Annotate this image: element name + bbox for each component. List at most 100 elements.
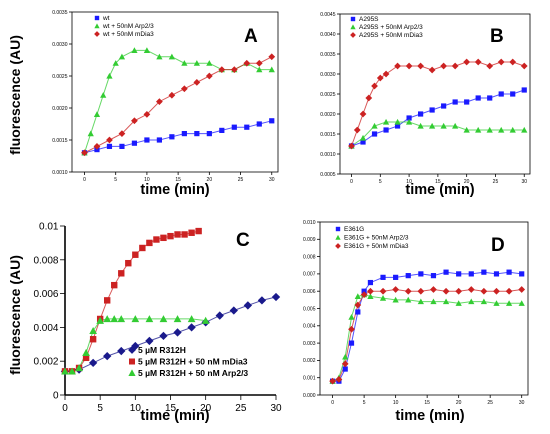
series-2-markers	[348, 58, 528, 150]
data-point	[156, 53, 163, 60]
data-point	[367, 287, 374, 295]
data-point	[143, 111, 151, 118]
data-point	[144, 137, 150, 143]
data-point	[194, 131, 200, 137]
data-point	[498, 126, 505, 133]
data-point	[145, 315, 154, 323]
y-tick-label: 0.0015	[320, 132, 336, 138]
data-point	[509, 58, 517, 66]
series-0-fit-line	[351, 89, 525, 147]
y-tick-label: 0.003	[303, 341, 316, 347]
data-point	[418, 271, 424, 277]
data-point	[480, 298, 487, 305]
data-point	[417, 122, 424, 129]
data-point	[493, 271, 500, 277]
x-tick-label: 10	[393, 400, 399, 406]
data-point	[467, 286, 475, 293]
data-point	[475, 126, 482, 133]
legend-entry: A295S + 50nM Arp2/3	[359, 24, 423, 31]
series-0-markers	[348, 87, 527, 149]
y-tick-label: 0.0010	[52, 170, 68, 176]
data-point	[498, 91, 504, 97]
y-tick-label: 0.009	[303, 237, 316, 243]
data-point	[379, 295, 387, 301]
y-tick-label: 0.006	[33, 289, 58, 300]
data-point	[229, 306, 238, 315]
data-point	[455, 300, 462, 306]
y-tick-label: 0.0020	[320, 112, 336, 118]
x-tick-label: 10	[130, 403, 142, 414]
data-point	[452, 122, 459, 129]
data-point	[104, 297, 111, 304]
data-point	[87, 130, 94, 137]
data-point	[452, 99, 458, 105]
y-tick-label: 0.000	[303, 393, 316, 399]
data-point	[355, 309, 361, 315]
data-point	[379, 287, 387, 295]
data-point	[361, 288, 367, 294]
legend-marker	[335, 234, 341, 240]
legend-entry: E361G + 50nM mDia3	[344, 243, 409, 250]
data-point	[219, 127, 225, 133]
y-tick-label: 0.0040	[320, 32, 336, 38]
panel-letter: C	[236, 230, 250, 251]
data-point	[417, 287, 425, 295]
data-point	[173, 328, 182, 337]
data-point	[405, 118, 413, 125]
data-point	[82, 348, 90, 356]
data-point	[206, 60, 213, 66]
legend-marker	[94, 23, 100, 29]
legend-marker	[335, 226, 341, 232]
data-point	[81, 149, 88, 157]
x-tick-label: 25	[235, 403, 247, 414]
data-point	[365, 94, 373, 102]
data-point	[509, 126, 516, 133]
data-point	[153, 236, 160, 243]
legend-marker	[350, 32, 356, 38]
data-point	[231, 124, 237, 130]
data-point	[193, 60, 200, 66]
x-tick-label: 30	[270, 403, 282, 414]
panel-letter: B	[490, 26, 504, 47]
data-point	[82, 354, 90, 362]
y-tick-label: 0.0015	[52, 138, 68, 144]
legend-marker	[335, 243, 341, 249]
data-point	[430, 286, 437, 293]
data-point	[187, 315, 196, 323]
data-point	[463, 126, 470, 133]
y-tick-label: 0.0020	[52, 106, 68, 112]
data-point	[218, 66, 226, 73]
data-point	[159, 315, 168, 323]
data-point	[380, 274, 386, 280]
data-point	[456, 271, 462, 277]
legend-marker	[350, 16, 356, 22]
x-tick-label: 0	[331, 400, 334, 406]
series-0-markers	[81, 118, 275, 156]
data-point	[188, 229, 195, 236]
data-point	[106, 143, 113, 149]
data-point	[132, 251, 139, 258]
data-point	[417, 298, 424, 305]
data-point	[371, 82, 378, 90]
data-point	[61, 367, 69, 375]
x-tick-label: 15	[424, 400, 430, 406]
y-tick-label: 0.001	[303, 376, 316, 382]
series-2-markers	[81, 53, 276, 157]
panel-A: 0 5 10 15 20 25 30 0.0010 0.0015 0.0020 0.0025 0.00…	[7, 10, 279, 198]
data-point	[106, 136, 113, 144]
data-point	[518, 300, 525, 306]
data-point	[131, 117, 138, 125]
y-tick-label: 0.0045	[320, 12, 336, 18]
y-tick-label: 0.008	[303, 254, 316, 260]
x-tick-label: 20	[207, 177, 213, 183]
data-point	[271, 292, 281, 302]
data-point	[519, 271, 525, 277]
data-point	[521, 126, 528, 133]
data-point	[201, 316, 210, 324]
data-point	[110, 315, 119, 323]
x-tick-label: 0	[83, 177, 86, 183]
data-point	[181, 60, 188, 66]
data-point	[268, 66, 275, 73]
